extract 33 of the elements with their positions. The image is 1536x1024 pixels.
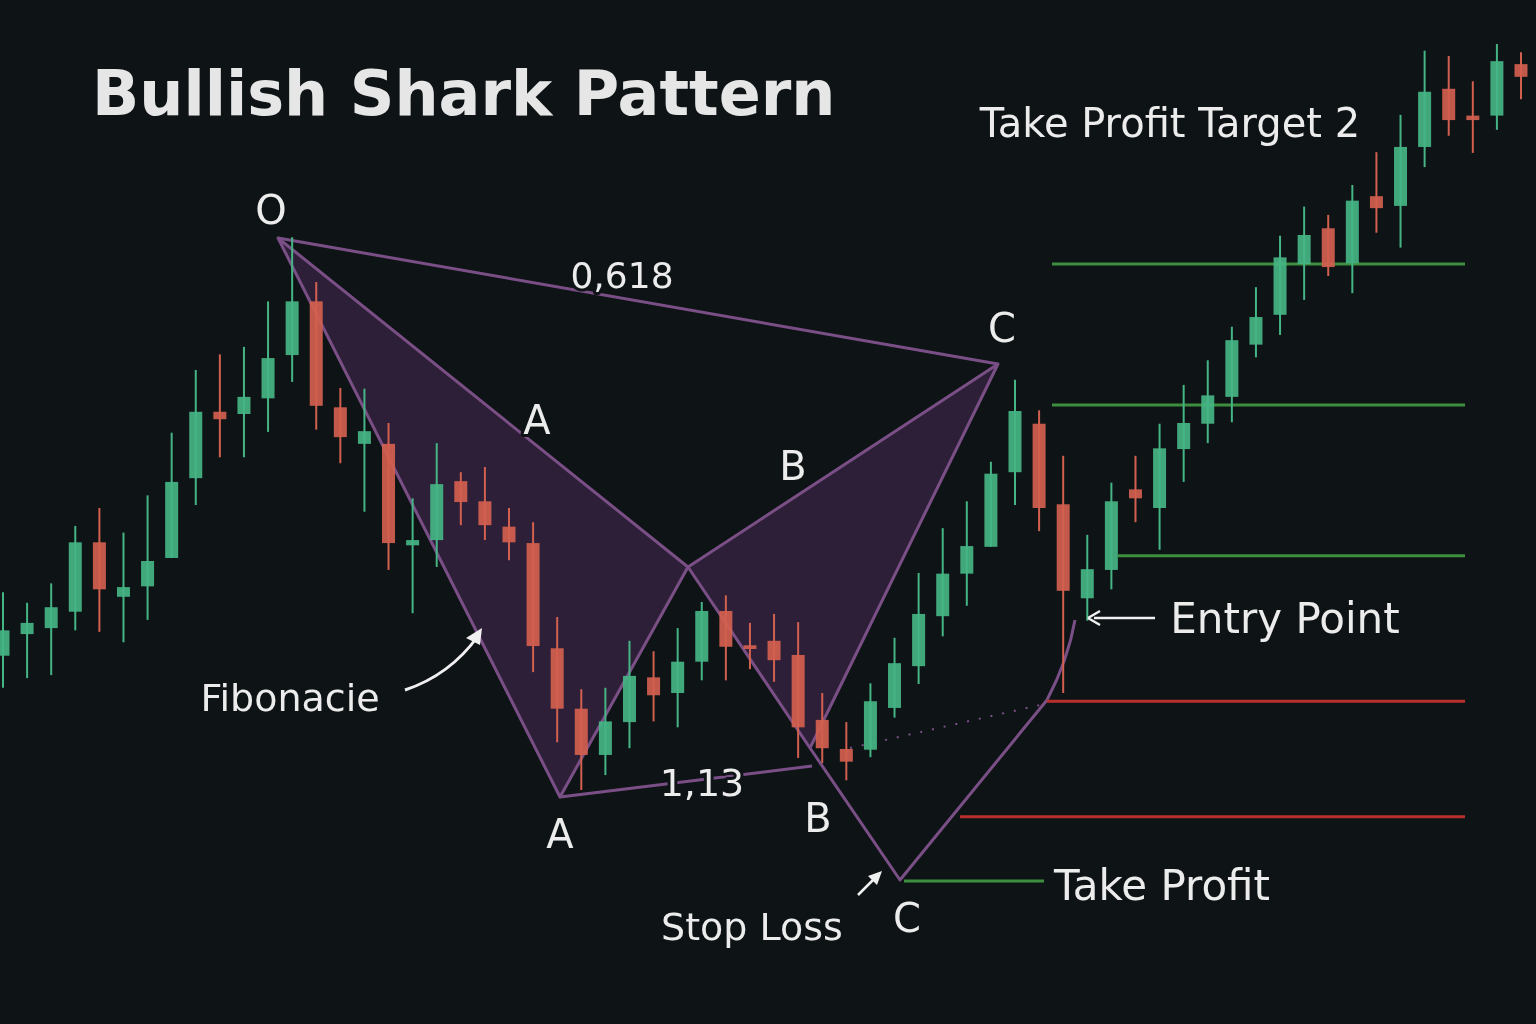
candlestick	[213, 353, 227, 459]
text: Stop Loss	[661, 905, 843, 949]
candlestick	[478, 465, 492, 542]
candlestick	[237, 345, 251, 459]
candlestick	[406, 497, 420, 615]
chart-title: Bullish Shark Pattern	[92, 57, 836, 130]
annotation: B	[779, 443, 807, 489]
candlestick	[839, 721, 853, 782]
text: Take Profit	[1053, 861, 1271, 910]
text: B	[804, 795, 832, 841]
candlestick	[767, 612, 781, 683]
annotation: Entry Point	[1170, 594, 1400, 643]
annotation: Take Profit Target 2	[978, 100, 1361, 146]
candlestick	[743, 621, 757, 671]
candlestick	[116, 531, 130, 644]
annotation: 0,618	[570, 255, 674, 296]
text: C	[893, 895, 921, 941]
annotation: A	[523, 397, 552, 443]
candlestick	[357, 387, 371, 513]
annotation: C	[988, 305, 1016, 351]
annotation: 1,13	[659, 761, 745, 805]
candlestick	[1514, 51, 1528, 101]
annotation: O	[255, 187, 287, 233]
candlestick	[1369, 151, 1383, 234]
candlestick	[454, 471, 468, 527]
candlestick	[647, 650, 661, 723]
candlestick	[20, 601, 34, 680]
candlestick	[44, 582, 58, 677]
candlestick	[1466, 80, 1480, 154]
annotation: Fibonacie	[200, 676, 380, 720]
candlestick	[502, 507, 516, 562]
text: A	[546, 811, 575, 857]
candlestick	[1128, 454, 1142, 524]
